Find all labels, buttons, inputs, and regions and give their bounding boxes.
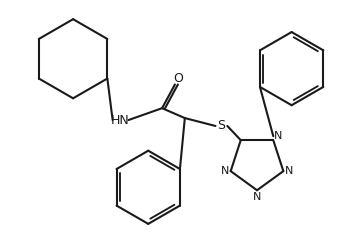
Text: N: N [285,166,293,176]
Text: N: N [274,131,283,141]
Text: O: O [173,72,183,85]
Text: S: S [217,120,225,132]
Text: N: N [253,192,261,202]
Text: N: N [221,166,229,176]
Text: HN: HN [111,114,130,126]
